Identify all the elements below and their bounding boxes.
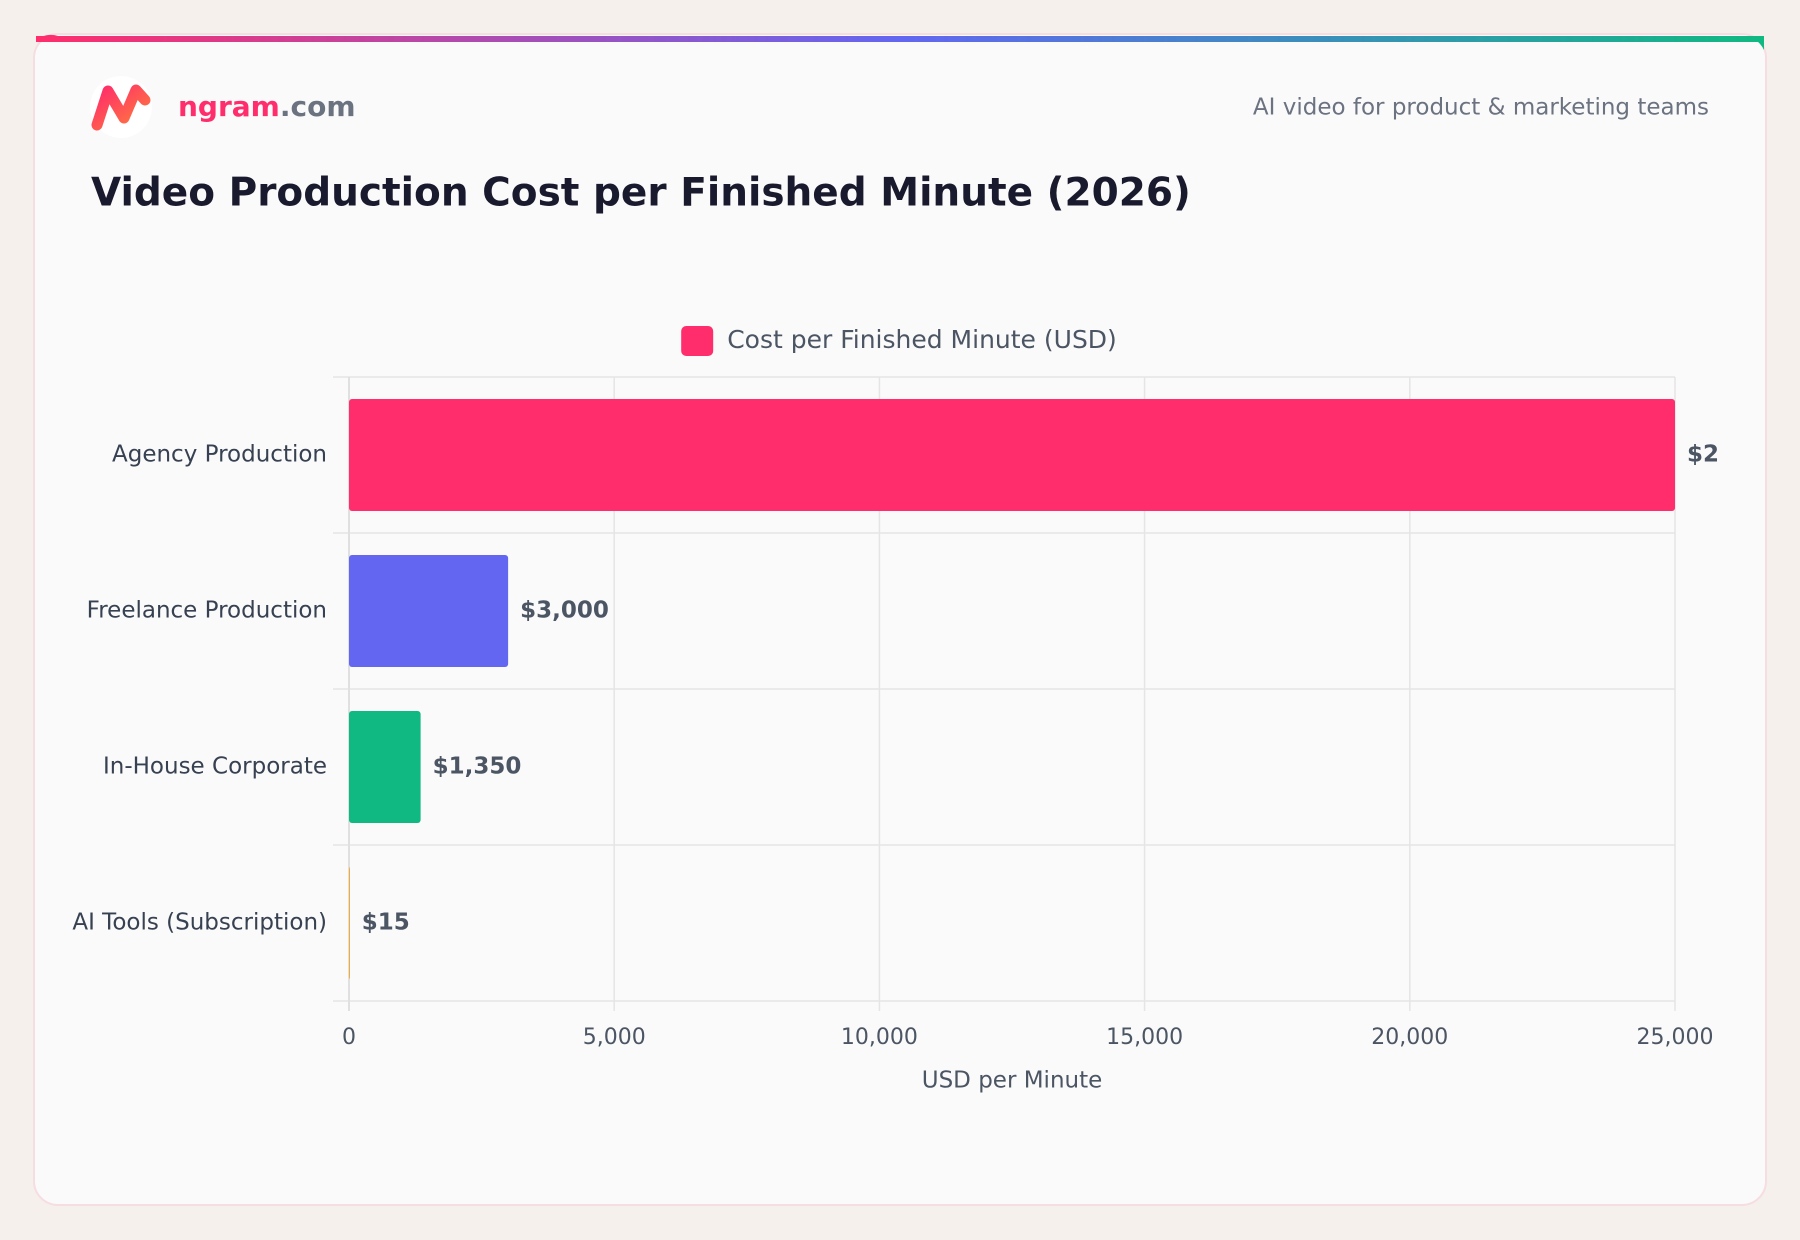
value-label: $25,000: [1687, 442, 1792, 468]
y-tick-label: Agency Production: [112, 442, 327, 468]
bar: [349, 711, 421, 823]
card: [33, 33, 1767, 1206]
value-label: $15: [362, 910, 410, 936]
bar: [349, 399, 1675, 511]
x-tick-label: 5,000: [583, 1025, 646, 1050]
y-tick-label: AI Tools (Subscription): [72, 910, 327, 936]
y-tick-label: In-House Corporate: [103, 754, 327, 780]
x-tick-label: 10,000: [841, 1025, 918, 1050]
logo: [90, 76, 152, 138]
tagline: AI video for product & marketing teams: [1253, 95, 1709, 121]
x-tick-label: 25,000: [1637, 1025, 1714, 1050]
card-accent-bar: [36, 36, 1764, 42]
legend: Cost per Finished Minute (USD): [681, 325, 1117, 356]
brand-suffix: .com: [280, 90, 356, 123]
legend-swatch: [681, 326, 714, 356]
chart-title: Video Production Cost per Finished Minut…: [91, 171, 1191, 216]
value-label: $3,000: [520, 598, 609, 624]
bar: [349, 867, 350, 979]
brand-name: ngram: [178, 90, 280, 123]
bar: [349, 555, 509, 667]
x-tick-label: 0: [342, 1025, 356, 1050]
plot: 0 5,000 10,000 15,000 20,000 25,000 USD per Mi…: [72, 325, 1792, 1094]
y-tick-label: Freelance Production: [87, 598, 327, 624]
value-label: $1,350: [433, 754, 522, 780]
brand: ngram.com: [178, 90, 356, 123]
x-tick-label: 15,000: [1106, 1025, 1183, 1050]
x-axis-title: USD per Minute: [922, 1068, 1103, 1094]
x-tick-label: 20,000: [1371, 1025, 1448, 1050]
legend-label: Cost per Finished Minute (USD): [727, 325, 1117, 354]
